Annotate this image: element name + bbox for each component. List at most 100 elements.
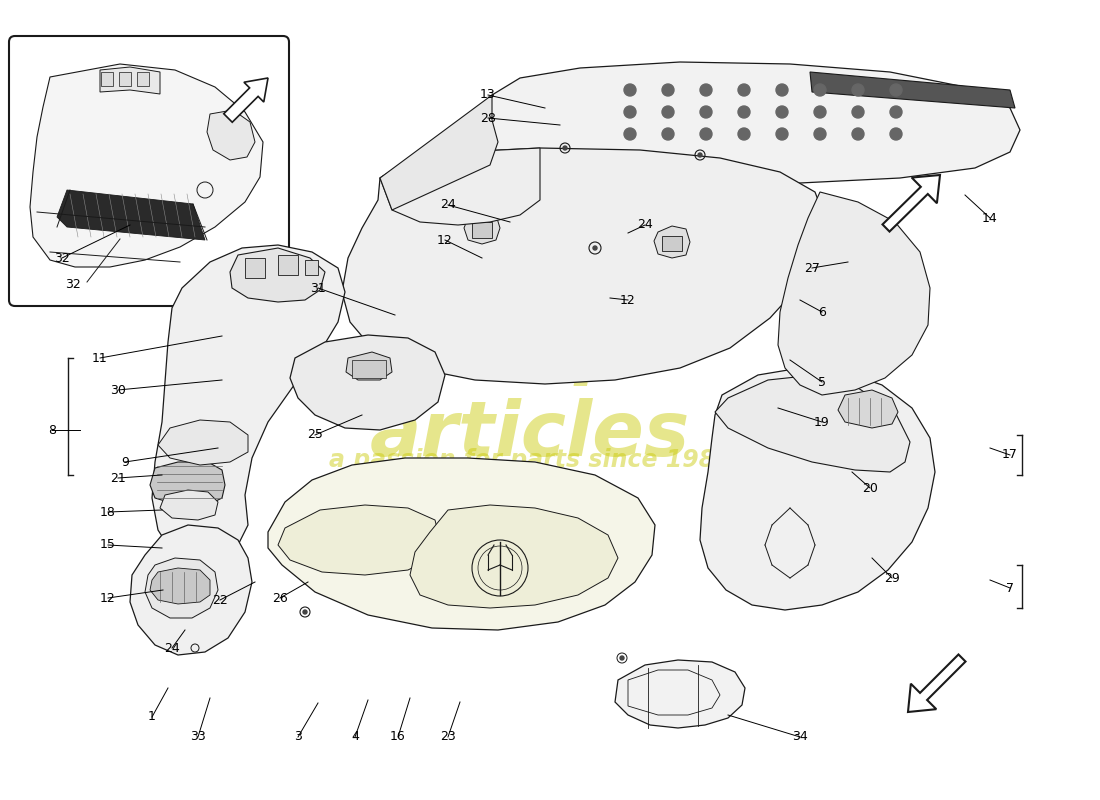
Circle shape [302,610,307,614]
Circle shape [624,84,636,96]
Text: 8: 8 [48,423,56,437]
Circle shape [624,128,636,140]
Polygon shape [130,525,252,655]
Text: a passion for parts since 1985: a passion for parts since 1985 [329,448,732,472]
Text: 19: 19 [814,415,829,429]
Text: 32: 32 [65,278,81,291]
Circle shape [814,128,826,140]
Text: 12: 12 [100,591,116,605]
Polygon shape [223,78,268,122]
Text: 11: 11 [92,351,108,365]
Polygon shape [352,360,386,378]
Text: 27: 27 [804,262,820,274]
Circle shape [890,84,902,96]
Polygon shape [119,72,131,86]
Polygon shape [778,192,930,395]
Polygon shape [30,64,263,267]
Text: 12: 12 [620,294,636,306]
Polygon shape [278,505,440,575]
Text: 33: 33 [190,730,206,743]
Text: 1: 1 [148,710,156,723]
Polygon shape [908,654,966,712]
Circle shape [698,153,702,157]
Circle shape [852,106,864,118]
Polygon shape [207,110,255,160]
Text: 22: 22 [212,594,228,606]
Polygon shape [150,462,226,505]
Text: europé
articles: europé articles [370,309,690,471]
Circle shape [620,656,624,660]
Polygon shape [615,660,745,728]
Polygon shape [715,375,910,472]
Polygon shape [305,260,318,275]
Circle shape [563,146,566,150]
Text: 24: 24 [637,218,653,231]
Polygon shape [379,148,540,225]
Polygon shape [245,258,265,278]
Circle shape [776,128,788,140]
Polygon shape [138,72,148,86]
Circle shape [738,128,750,140]
Circle shape [814,106,826,118]
FancyBboxPatch shape [9,36,289,306]
Circle shape [700,84,712,96]
Text: 18: 18 [100,506,116,518]
Polygon shape [838,390,898,428]
Polygon shape [160,490,218,520]
Circle shape [890,128,902,140]
Text: 26: 26 [272,591,288,605]
Circle shape [814,84,826,96]
Text: 7: 7 [1006,582,1014,594]
Circle shape [662,106,674,118]
Text: 5: 5 [818,375,826,389]
Circle shape [662,84,674,96]
Circle shape [776,106,788,118]
Polygon shape [278,255,298,275]
Polygon shape [662,236,682,251]
Polygon shape [486,62,1020,183]
Text: 12: 12 [437,234,453,246]
Polygon shape [101,72,113,86]
Polygon shape [290,335,446,430]
Polygon shape [145,558,218,618]
Polygon shape [882,175,940,231]
Text: 34: 34 [792,730,807,743]
Polygon shape [230,248,324,302]
Text: 21: 21 [110,471,125,485]
Circle shape [852,128,864,140]
Text: 13: 13 [480,89,496,102]
Circle shape [593,246,597,250]
Polygon shape [810,72,1015,108]
Polygon shape [700,368,935,610]
Polygon shape [268,458,654,630]
Text: 9: 9 [121,455,129,469]
Polygon shape [654,226,690,258]
Circle shape [852,84,864,96]
Text: 25: 25 [307,429,323,442]
Polygon shape [158,420,248,465]
Text: 29: 29 [884,571,900,585]
Text: 4: 4 [351,730,359,743]
Circle shape [700,106,712,118]
Polygon shape [100,67,160,94]
Text: 28: 28 [480,111,496,125]
Text: 30: 30 [110,383,125,397]
Text: 31: 31 [310,282,326,294]
Polygon shape [410,505,618,608]
Text: 23: 23 [440,730,455,743]
Text: 16: 16 [390,730,406,743]
Circle shape [700,128,712,140]
Text: 14: 14 [982,211,998,225]
Text: 24: 24 [440,198,455,211]
Circle shape [738,84,750,96]
Text: 3: 3 [294,730,301,743]
Polygon shape [342,148,825,384]
Polygon shape [152,245,345,562]
Circle shape [890,106,902,118]
Polygon shape [57,190,205,240]
Text: 15: 15 [100,538,116,551]
Polygon shape [464,212,500,244]
Text: 24: 24 [164,642,180,654]
Text: 17: 17 [1002,449,1018,462]
Polygon shape [472,222,492,238]
